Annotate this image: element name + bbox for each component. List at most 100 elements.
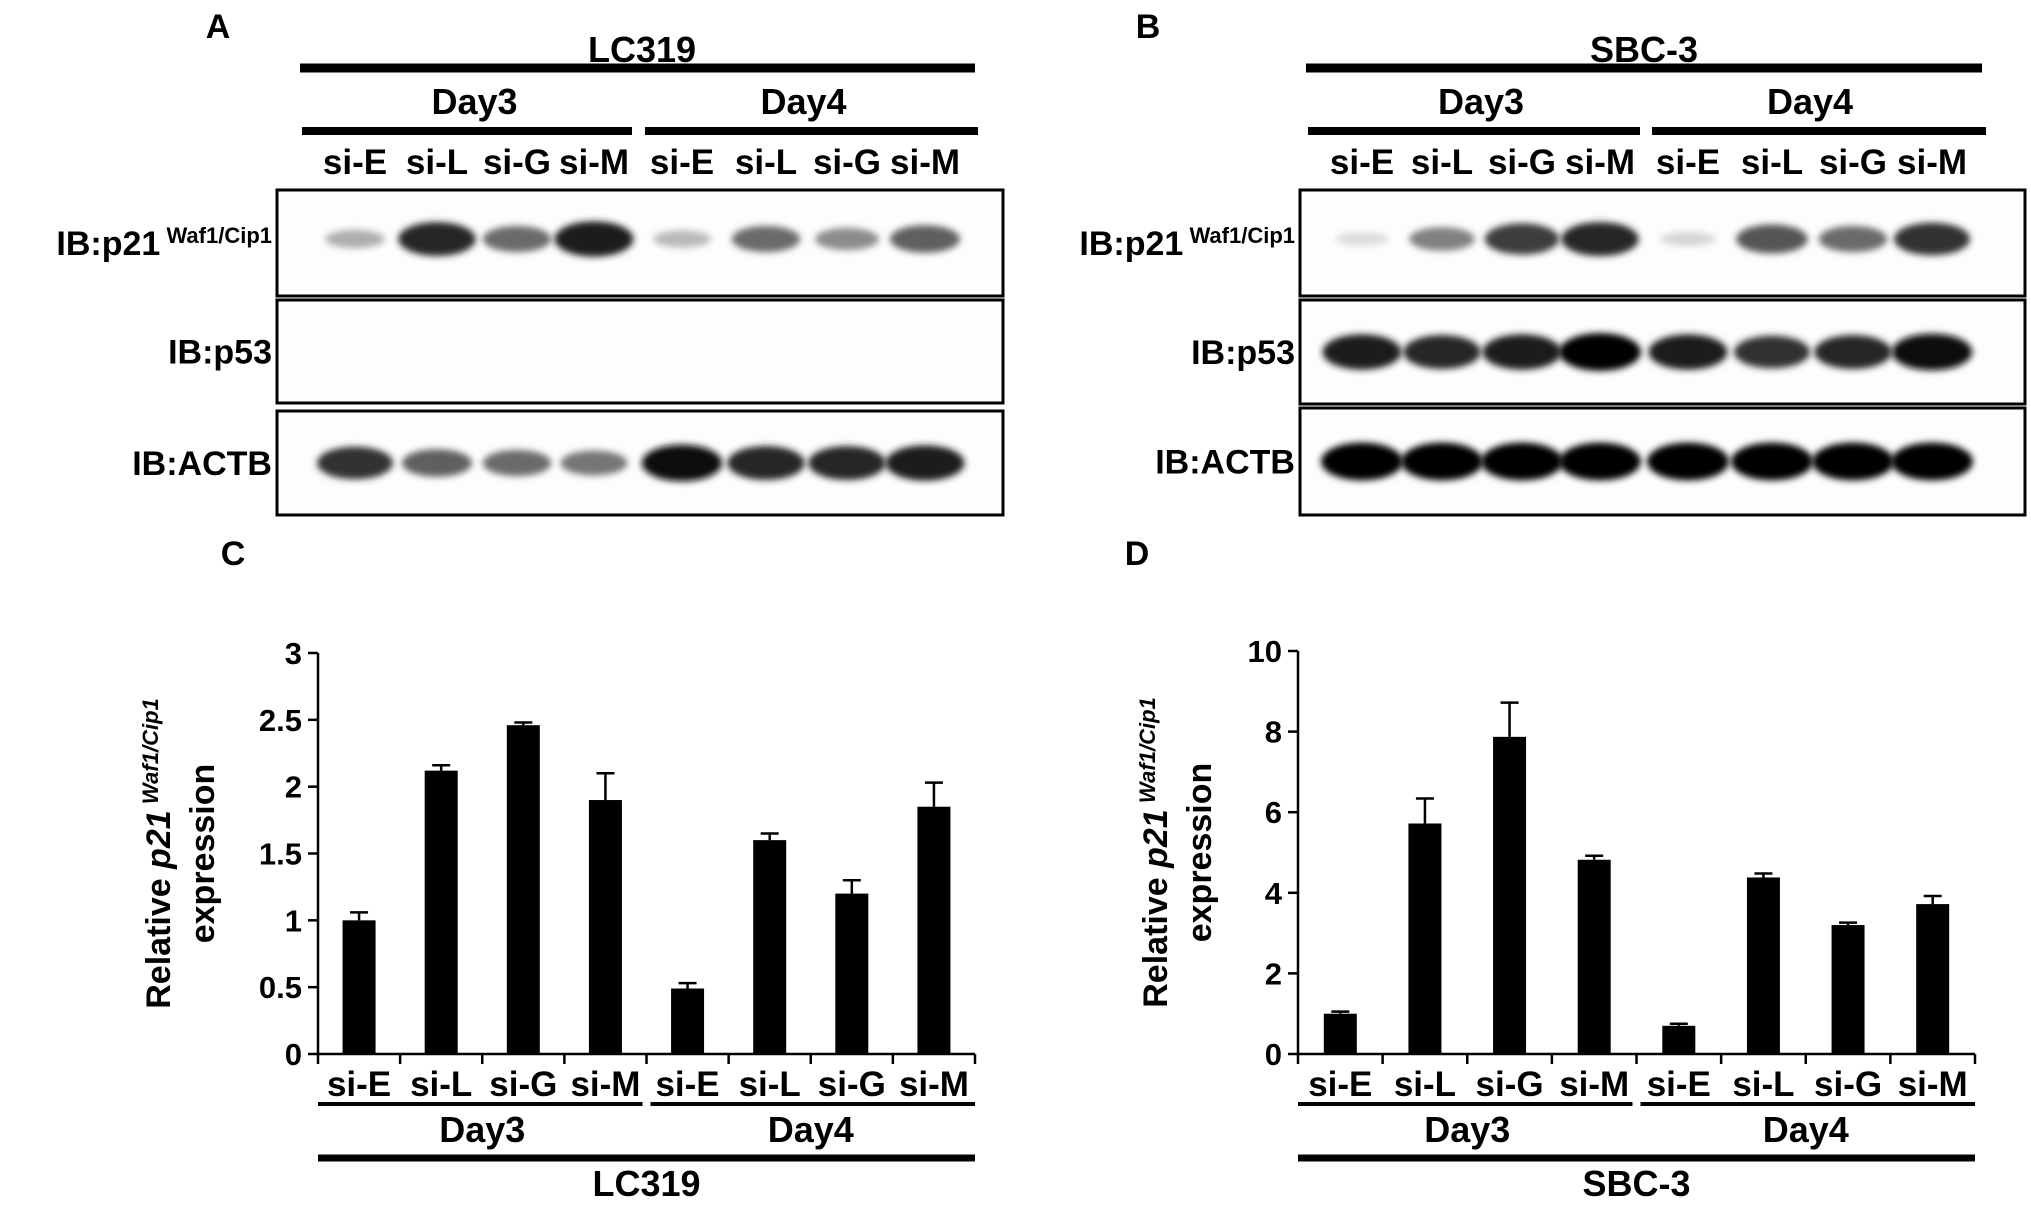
- blot-label-main: IB:p53: [168, 334, 272, 372]
- x-tick-label: si-M: [570, 1065, 640, 1104]
- bar: [1746, 877, 1780, 1054]
- lane-label: si-G: [1819, 143, 1887, 182]
- lane-label: si-M: [1565, 143, 1635, 182]
- bar-chart-D: 0 2 4 6 8 10 si-E si-L si-G si-M si-E si-L si-G si-M D…: [1135, 634, 1977, 1204]
- bar-chart-C: 0 0.5 1 1.5 2 2.5 3 si-E si-L si-G si-M si-E si-L si-…: [138, 636, 977, 1204]
- blot-band: [1891, 442, 1973, 481]
- blot-actb: [275, 409, 1005, 517]
- blot-p53: [1298, 298, 2027, 406]
- lane-label: si-M: [890, 143, 960, 182]
- blot-label-main: IB:p53: [1191, 334, 1295, 372]
- blot-band: [1484, 223, 1560, 255]
- x-tick-label: si-E: [327, 1065, 391, 1104]
- bar: [1493, 736, 1527, 1054]
- y-tick-label: 8: [1265, 715, 1282, 750]
- y-tick-label: 4: [1265, 876, 1283, 911]
- bar: [1323, 1013, 1357, 1054]
- x-tick-label: si-M: [1559, 1065, 1629, 1104]
- blot-band: [554, 221, 634, 257]
- blot-label: IB:p21 Waf1/Cip1: [1079, 223, 1295, 263]
- blot-label: IB:p53: [1191, 334, 1295, 372]
- blot-band: [560, 450, 628, 476]
- bar: [424, 770, 458, 1054]
- blot-label: IB:ACTB: [1155, 444, 1295, 482]
- blot-band: [1482, 334, 1562, 370]
- blot-band: [1559, 333, 1641, 371]
- blot-label: IB:ACTB: [132, 445, 272, 483]
- cell-line-header: SBC-3: [1582, 1163, 1690, 1204]
- lane-label: si-L: [406, 143, 468, 182]
- day-header: Day3: [1438, 81, 1524, 122]
- y-axis-title-text: Relative: [1137, 868, 1175, 1008]
- blot-band: [1481, 442, 1563, 481]
- x-tick-label: si-M: [899, 1065, 969, 1104]
- lane-label: si-L: [1411, 143, 1473, 182]
- bar: [671, 988, 705, 1054]
- bar: [1831, 925, 1865, 1054]
- y-tick-label: 0: [1265, 1037, 1282, 1072]
- blot-band: [1734, 335, 1810, 369]
- blot-band: [1335, 232, 1389, 246]
- x-tick-label: si-L: [1394, 1065, 1456, 1104]
- y-axis-title: Relative p21 Waf1/Cip1: [138, 698, 178, 1009]
- bar: [1408, 823, 1442, 1054]
- blot-frame: [275, 298, 1005, 405]
- blot-band: [890, 225, 960, 253]
- y-axis-title-line2: expression: [1181, 763, 1219, 943]
- blot-p21: [1298, 188, 2027, 298]
- y-tick-label: 1: [285, 903, 302, 938]
- y-tick-label: 2.5: [259, 703, 302, 738]
- bar: [342, 920, 376, 1054]
- blot-label: IB:p21 Waf1/Cip1: [56, 223, 272, 263]
- x-tick-label: si-G: [818, 1065, 886, 1104]
- y-tick-label: 3: [285, 636, 302, 671]
- bar: [1916, 904, 1950, 1054]
- panel-letter-A: A: [206, 8, 231, 46]
- cell-line-header: SBC-3: [1590, 29, 1698, 70]
- blot-label-main: IB:ACTB: [132, 445, 272, 483]
- blot-band: [1403, 334, 1481, 370]
- x-tick-label: si-E: [1308, 1065, 1372, 1104]
- x-tick-label: si-G: [1814, 1065, 1882, 1104]
- day-header: Day3: [1424, 1109, 1510, 1150]
- blot-band: [1321, 442, 1403, 481]
- bar: [753, 840, 787, 1054]
- blot-band: [731, 225, 801, 253]
- x-tick-label: si-G: [489, 1065, 557, 1104]
- bar: [835, 893, 869, 1054]
- x-tick-label: si-L: [410, 1065, 472, 1104]
- blot-band: [1812, 442, 1894, 481]
- blot-label-main: IB:ACTB: [1155, 444, 1295, 482]
- blot-band: [1731, 442, 1813, 481]
- blot-p21: [275, 188, 1005, 298]
- cell-line-header: LC319: [588, 29, 696, 70]
- lane-label: si-G: [483, 143, 551, 182]
- blot-actb: [1298, 406, 2027, 517]
- lane-label: si-E: [1656, 143, 1720, 182]
- blot-band: [815, 227, 879, 251]
- blot-band: [1559, 442, 1641, 481]
- blot-label-main: IB:p21: [56, 225, 160, 263]
- y-axis-title-sup: Waf1/Cip1: [138, 698, 163, 810]
- x-tick-label: si-M: [1898, 1065, 1968, 1104]
- y-axis-title-line2: expression: [184, 764, 222, 944]
- lane-label: si-L: [735, 143, 797, 182]
- blot-band: [1322, 334, 1402, 370]
- day-header: Day4: [760, 81, 846, 122]
- blot-band: [317, 446, 393, 480]
- bar: [1662, 1025, 1696, 1054]
- blot-p53: [275, 298, 1005, 405]
- blot-band: [482, 225, 552, 253]
- blot-band: [1409, 227, 1475, 251]
- y-tick-label: 2: [285, 770, 302, 805]
- day-header: Day4: [768, 1109, 854, 1150]
- blot-band: [398, 221, 476, 257]
- blot-label-main: IB:p21: [1079, 225, 1183, 263]
- panel-letter-B: B: [1136, 8, 1161, 46]
- lane-label: si-M: [559, 143, 629, 182]
- panel-letter-D: D: [1125, 535, 1150, 573]
- blot-band: [808, 445, 886, 481]
- y-tick-label: 0: [285, 1037, 302, 1072]
- y-axis-title-gene: p21: [140, 810, 178, 870]
- blot-label: IB:p53: [168, 334, 272, 372]
